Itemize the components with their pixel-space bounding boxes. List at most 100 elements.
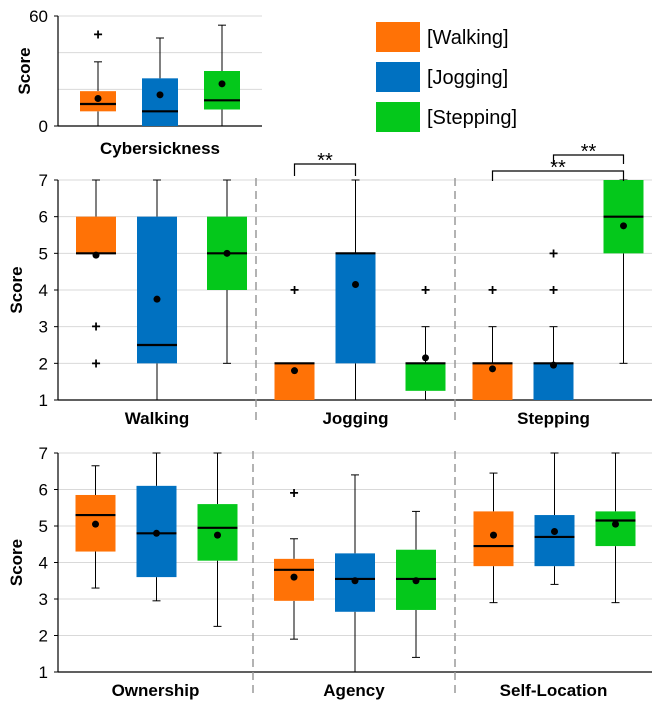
box-ownership-stepping	[197, 452, 238, 627]
significance-label: **	[317, 150, 333, 172]
outlier-marker: +	[549, 245, 558, 262]
mean-dot	[412, 577, 420, 585]
mean-dot	[291, 367, 298, 375]
y-tick-label: 6	[39, 208, 48, 227]
mean-dot	[153, 295, 161, 303]
box-ownership-jogging	[136, 452, 177, 602]
box-stepping-stepping	[603, 179, 644, 364]
box-walking-stepping	[207, 179, 247, 364]
y-tick-label: 5	[39, 244, 48, 263]
box-walking-jogging	[137, 179, 177, 401]
y-tick-label: 60	[29, 7, 48, 26]
box-iqr	[405, 363, 446, 391]
mean-dot	[92, 520, 99, 528]
mean-dot	[94, 95, 102, 102]
significance-jogging-1: **	[293, 150, 357, 176]
outlier-marker: +	[290, 282, 299, 299]
significance-label: **	[550, 157, 566, 179]
category-label-ownership: Ownership	[112, 681, 200, 700]
y-axis-title: Score	[7, 539, 26, 586]
box-stepping-walking: +	[472, 282, 513, 401]
y-tick-label: 6	[39, 481, 48, 500]
outlier-marker: +	[549, 282, 558, 299]
y-tick-label: 5	[39, 517, 48, 536]
box-jogging-stepping: +	[405, 282, 446, 401]
panel-embodiment: 1 2 3 4 5 6 7 Score Ownership Agency + Self-Locatio…	[7, 444, 652, 700]
y-tick-label: 4	[39, 281, 48, 300]
legend-label: [Walking]	[427, 27, 509, 49]
significance-bracket	[552, 154, 625, 164]
category-label-jogging: Jogging	[322, 409, 388, 428]
mean-dot	[550, 361, 557, 369]
box-agency-walking: +	[274, 485, 314, 640]
box-walking-walking: ++	[76, 179, 116, 372]
box-jogging-jogging	[335, 179, 376, 401]
legend-swatch	[376, 22, 420, 52]
box-iqr	[533, 363, 574, 400]
y-axis-title: Score	[7, 266, 26, 313]
outlier-marker: +	[488, 282, 497, 299]
legend-item-walking: [Walking]	[376, 22, 509, 52]
mean-dot	[290, 573, 298, 581]
box-agency-stepping	[396, 510, 436, 658]
legend-label: [Jogging]	[427, 67, 508, 89]
category-label-cybersickness: Cybersickness	[100, 139, 220, 158]
mean-dot	[351, 577, 359, 585]
category-label-agency: Agency	[323, 681, 385, 700]
outlier-marker: +	[91, 355, 100, 372]
legend-label: [Stepping]	[427, 107, 517, 129]
outlier-marker: +	[93, 26, 102, 43]
y-tick-label: 3	[39, 590, 48, 609]
y-tick-label: 2	[39, 627, 48, 646]
significance-bracket	[491, 170, 625, 181]
y-tick-label: 3	[39, 318, 48, 337]
legend-item-stepping: [Stepping]	[376, 102, 517, 132]
y-tick-label: 4	[39, 554, 48, 573]
box-cybersickness-stepping	[204, 24, 240, 127]
mean-dot	[156, 91, 164, 99]
box-iqr	[137, 216, 177, 364]
category-label-walking: Walking	[125, 409, 190, 428]
box-cybersickness-walking: +	[80, 26, 116, 127]
mean-dot	[489, 365, 496, 373]
significance-stepping-1: **	[491, 157, 625, 181]
y-tick-label: 0	[39, 117, 48, 136]
box-iqr	[204, 71, 240, 110]
box-iqr	[76, 216, 116, 254]
y-axis-title: Score	[15, 47, 34, 94]
mean-dot	[214, 531, 221, 539]
box-iqr	[595, 511, 636, 547]
mean-dot	[551, 527, 558, 535]
box-self-location-stepping	[595, 452, 636, 604]
significance-stepping-2: **	[552, 141, 625, 164]
mean-dot	[92, 251, 100, 259]
y-tick-label: 2	[39, 354, 48, 373]
box-iqr	[335, 253, 376, 364]
legend-item-jogging: [Jogging]	[376, 62, 508, 92]
box-agency-jogging	[335, 474, 375, 673]
mean-dot	[620, 222, 627, 230]
box-self-location-walking	[473, 472, 514, 604]
category-label-self-location: Self-Location	[500, 681, 608, 700]
mean-dot	[612, 520, 619, 528]
box-iqr	[142, 78, 178, 126]
box-self-location-jogging	[534, 452, 575, 585]
legend-swatch	[376, 102, 420, 132]
mean-dot	[422, 354, 429, 362]
box-ownership-walking	[75, 465, 116, 589]
box-iqr	[473, 511, 514, 567]
legend: [Walking] [Jogging] [Stepping]	[376, 22, 517, 132]
mean-dot	[352, 281, 359, 288]
mean-dot	[218, 80, 226, 88]
significance-bracket	[293, 163, 357, 176]
mean-dot	[223, 249, 231, 257]
outlier-marker: +	[91, 319, 100, 336]
significance-label: **	[581, 141, 597, 163]
legend-swatch	[376, 62, 420, 92]
box-jogging-walking: +	[274, 282, 315, 401]
mean-dot	[153, 529, 160, 537]
y-tick-label: 1	[39, 663, 48, 682]
y-tick-label: 7	[39, 444, 48, 463]
